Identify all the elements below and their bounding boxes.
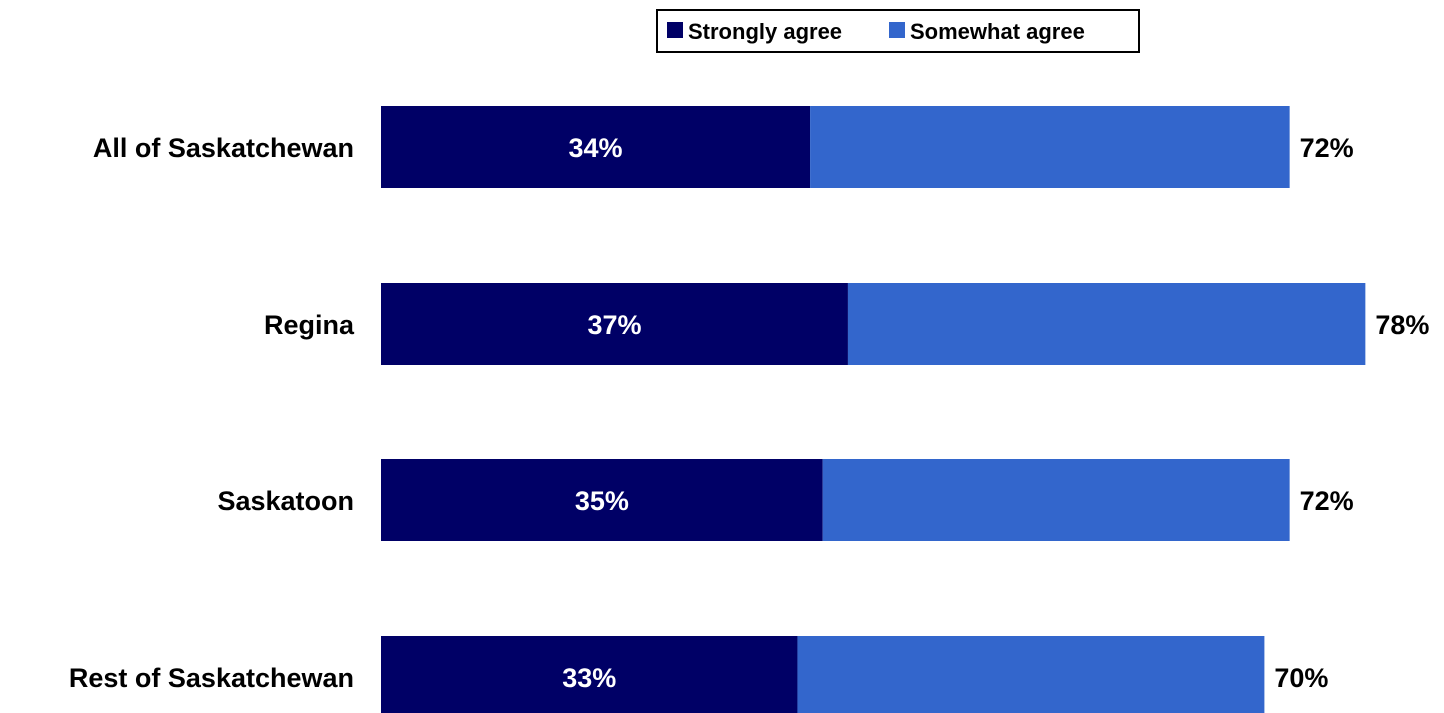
category-label-regina: Regina: [264, 310, 355, 340]
category-label-all-of-saskatchewan: All of Saskatchewan: [93, 133, 354, 163]
legend-label-somewhat-agree: Somewhat agree: [910, 19, 1085, 44]
bar-strongly-agree-saskatoon: [381, 459, 823, 541]
bar-strongly-agree-regina: [381, 283, 848, 365]
data-label-strongly-agree-saskatoon: 35%: [575, 486, 629, 516]
data-label-strongly-agree-rest-of-saskatchewan: 33%: [562, 663, 616, 693]
bar-somewhat-agree-all-of-saskatchewan: [810, 106, 1290, 188]
data-label-strongly-agree-regina: 37%: [587, 310, 641, 340]
total-label-regina: 78%: [1375, 310, 1429, 340]
category-label-saskatoon: Saskatoon: [217, 486, 354, 516]
bar-somewhat-agree-saskatoon: [822, 459, 1290, 541]
total-label-all-of-saskatchewan: 72%: [1300, 133, 1354, 163]
bars-group: All of Saskatchewan 34% 72% Regina 37% 78% Sas…: [69, 106, 1429, 713]
data-label-strongly-agree-all-of-saskatchewan: 34%: [569, 133, 623, 163]
bar-somewhat-agree-regina: [847, 283, 1366, 365]
bar-strongly-agree-all-of-saskatchewan: [381, 106, 811, 188]
bar-somewhat-agree-rest-of-saskatchewan: [797, 636, 1265, 713]
legend-label-strongly-agree: Strongly agree: [688, 19, 842, 44]
bar-strongly-agree-rest-of-saskatchewan: [381, 636, 798, 713]
legend-swatch-strongly-agree: [667, 22, 683, 38]
total-label-rest-of-saskatchewan: 70%: [1274, 663, 1328, 693]
category-label-rest-of-saskatchewan: Rest of Saskatchewan: [69, 663, 354, 693]
legend-swatch-somewhat-agree: [889, 22, 905, 38]
legend: Strongly agree Somewhat agree: [656, 9, 1140, 53]
total-label-saskatoon: 72%: [1300, 486, 1354, 516]
